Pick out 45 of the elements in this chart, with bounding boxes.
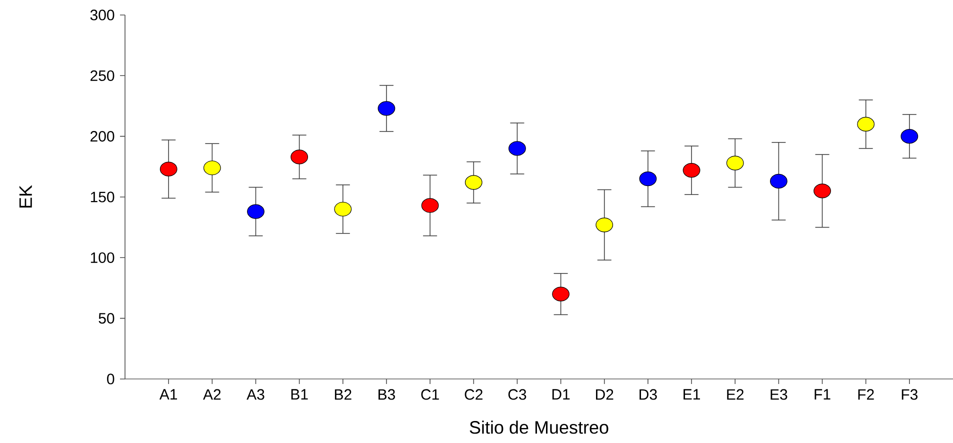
point [247,204,264,219]
y-tick-label: 250 [90,70,114,81]
x-tick-label: D1 [552,389,570,400]
x-tick-label: C3 [508,389,526,400]
point [682,162,700,178]
x-tick-label: E1 [684,389,700,400]
point [421,198,439,213]
point [203,160,221,176]
point [857,116,875,132]
point [378,101,396,116]
x-tick-label: A2 [203,389,221,400]
x-tick-label: E2 [727,389,744,400]
x-tick-label: F3 [902,389,918,400]
point [726,156,744,170]
point [639,171,657,186]
x-tick-label: B3 [378,389,395,400]
point [900,129,918,144]
x-tick-label: C1 [421,389,439,400]
y-tick-label: 200 [90,131,114,142]
point [290,150,308,164]
point [770,174,788,189]
point [552,286,570,302]
x-tick-label: A1 [159,389,178,400]
point [508,141,526,156]
point [160,162,178,176]
x-tick-label: F2 [858,389,874,400]
point [464,175,482,190]
x-axis-title: Sitio de Muestreo [470,420,608,434]
x-tick-label: E3 [770,389,788,400]
x-tick-label: C2 [464,389,482,400]
y-axis-title: EK [19,185,32,208]
y-tick-label: 150 [90,192,114,202]
x-tick-label: A3 [246,389,264,400]
x-tick-label: D2 [596,389,614,400]
y-tick-label: 100 [90,252,114,263]
y-tick-label: 50 [98,313,114,324]
x-tick-label: B1 [291,389,308,400]
point [596,218,614,232]
point [334,202,352,216]
y-tick-label: 0 [107,374,114,384]
x-tick-label: F1 [814,389,830,400]
x-tick-label: B2 [334,389,352,400]
x-tick-label: D3 [640,389,657,400]
y-tick-label: 300 [90,10,114,20]
point [814,184,831,198]
